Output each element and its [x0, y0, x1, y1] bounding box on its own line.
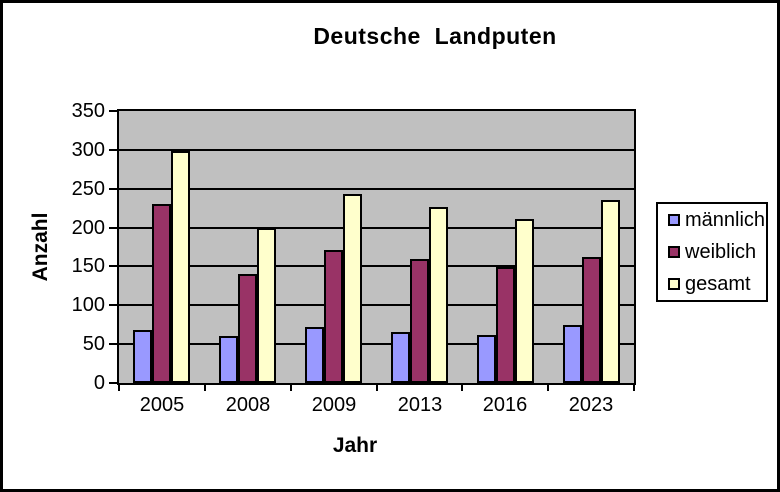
- y-tick-100: [109, 304, 117, 306]
- gridline-250: [119, 188, 634, 190]
- bar-männlich-2008: [219, 336, 238, 383]
- y-tick-300: [109, 149, 117, 151]
- y-tick-150: [109, 265, 117, 267]
- bar-männlich-2016: [477, 335, 496, 383]
- bar-gesamt-2016: [515, 219, 534, 383]
- plot-background: [119, 111, 634, 383]
- plot-border: [117, 109, 636, 385]
- y-tick-50: [109, 343, 117, 345]
- y-tick-label-100: 100: [71, 294, 105, 316]
- y-tick-label-150: 150: [71, 255, 105, 277]
- bar-männlich-2009: [305, 327, 324, 383]
- y-tick-label-300: 300: [71, 139, 105, 161]
- bar-männlich-2013: [391, 332, 410, 383]
- x-tick-label-2023: 2023: [568, 394, 614, 416]
- y-tick-label-350: 350: [71, 100, 105, 122]
- bar-gesamt-2008: [257, 228, 276, 383]
- legend-label-männlich: männlich: [685, 209, 766, 231]
- x-tick-label-2009: 2009: [311, 394, 357, 416]
- bar-weiblich-2023: [582, 257, 601, 383]
- x-tick-3: [376, 385, 378, 391]
- gridline-300: [119, 149, 634, 151]
- legend-item-weiblich: weiblich: [668, 242, 766, 262]
- gridline-100: [119, 304, 634, 306]
- y-tick-0: [109, 382, 117, 384]
- bar-männlich-2005: [133, 330, 152, 383]
- legend-swatch-weiblich: [668, 246, 680, 258]
- bar-gesamt-2023: [601, 200, 620, 383]
- x-tick-6: [633, 385, 635, 391]
- bar-weiblich-2005: [152, 204, 171, 383]
- bar-gesamt-2005: [171, 151, 190, 383]
- gridline-50: [119, 343, 634, 345]
- y-tick-350: [109, 110, 117, 112]
- gridline-150: [119, 265, 634, 267]
- y-tick-label-0: 0: [93, 372, 105, 394]
- y-tick-label-200: 200: [71, 217, 105, 239]
- legend-swatch-gesamt: [668, 278, 680, 290]
- legend-item-männlich: männlich: [668, 210, 766, 230]
- legend-label-weiblich: weiblich: [685, 241, 757, 263]
- legend-swatch-männlich: [668, 214, 680, 226]
- x-tick-1: [204, 385, 206, 391]
- x-tick-2: [290, 385, 292, 391]
- plot-area: 0 50 100 150 200 250 300 350 2005 2008 2009 2013 201…: [3, 3, 777, 489]
- x-tick-label-2013: 2013: [397, 394, 443, 416]
- bar-weiblich-2016: [496, 267, 515, 383]
- bar-weiblich-2009: [324, 250, 343, 383]
- x-axis-title: Jahr: [332, 434, 378, 457]
- chart-title: Deutsche Landputen: [313, 23, 557, 49]
- bar-weiblich-2008: [238, 274, 257, 383]
- bar-männlich-2023: [563, 325, 582, 383]
- gridline-200: [119, 227, 634, 229]
- y-tick-200: [109, 227, 117, 229]
- x-tick-4: [461, 385, 463, 391]
- bar-weiblich-2013: [410, 259, 429, 383]
- legend: männlich weiblich gesamt: [656, 202, 768, 302]
- x-tick-5: [547, 385, 549, 391]
- x-tick-label-2005: 2005: [139, 394, 185, 416]
- bar-gesamt-2009: [343, 194, 362, 383]
- x-tick-0: [118, 385, 120, 391]
- legend-label-gesamt: gesamt: [685, 273, 751, 295]
- y-tick-label-50: 50: [82, 333, 105, 355]
- legend-item-gesamt: gesamt: [668, 274, 766, 294]
- y-tick-250: [109, 188, 117, 190]
- x-tick-label-2016: 2016: [482, 394, 528, 416]
- x-tick-label-2008: 2008: [225, 394, 271, 416]
- y-tick-label-250: 250: [71, 178, 105, 200]
- bar-gesamt-2013: [429, 207, 448, 383]
